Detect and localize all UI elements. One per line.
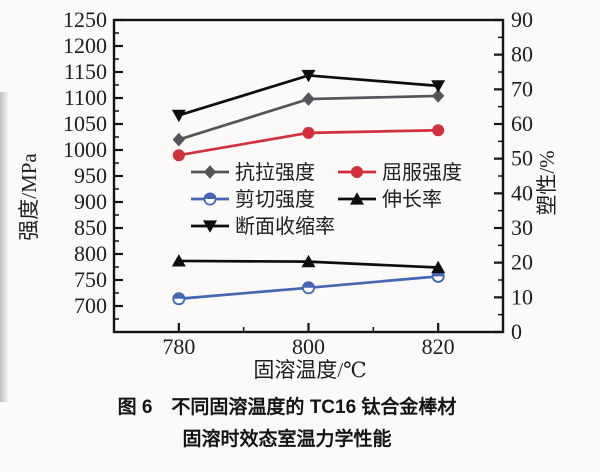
data-point-marker (302, 126, 315, 139)
figure-caption: 图 6 不同固溶温度的 TC16 钛合金棒材 固溶时效态室温力学性能 (0, 392, 600, 456)
legend-marker (203, 165, 217, 179)
legend-item: 抗拉强度 (191, 161, 315, 184)
right-tick-label: 50 (511, 146, 533, 171)
right-tick-label: 10 (511, 284, 533, 309)
series-3 (172, 269, 445, 306)
legend-item: 屈服强度 (338, 161, 462, 184)
data-point-marker (302, 282, 315, 288)
data-point-marker (172, 132, 186, 147)
right-tick-label: 90 (511, 7, 533, 32)
left-tick-label: 950 (74, 163, 107, 188)
data-point-marker (171, 254, 186, 267)
left-tick-label: 1100 (64, 85, 107, 110)
left-tick-label: 1050 (63, 111, 107, 136)
x-axis: 780 800 820 固溶温度/℃ (162, 323, 455, 382)
left-tick-label: 1000 (63, 137, 107, 162)
x-tick-label: 800 (292, 334, 325, 359)
right-tick-label: 40 (511, 180, 533, 205)
right-tick-label: 20 (511, 250, 533, 275)
legend-item: 伸长率 (338, 188, 442, 211)
data-point-marker (173, 293, 185, 299)
legend-marker (351, 166, 363, 178)
legend-label: 抗拉强度 (235, 161, 315, 184)
left-tick-label: 750 (74, 267, 107, 292)
data-point-marker (431, 260, 446, 274)
data-point-marker (172, 149, 185, 162)
right-tick-label: 60 (511, 111, 533, 136)
left-tick-label: 900 (74, 189, 107, 214)
left-axis-title: 强度/MPa (17, 153, 41, 241)
right-axis: 0 10 20 30 40 50 60 70 80 90 塑性/% (494, 7, 559, 344)
right-axis-title: 塑性/% (535, 150, 559, 215)
x-axis-title: 固溶温度/℃ (253, 358, 366, 382)
data-point-marker (431, 80, 446, 93)
legend-item: 断面收缩率 (191, 215, 335, 238)
left-tick-label: 800 (74, 241, 107, 266)
x-tick-label: 820 (422, 334, 455, 359)
legend-label: 屈服强度 (382, 161, 462, 184)
right-tick-label: 0 (511, 319, 522, 344)
data-point-marker (301, 69, 316, 83)
series-2 (172, 124, 445, 162)
left-tick-label: 1150 (64, 59, 107, 84)
figure-caption-line1: 图 6 不同固溶温度的 TC16 钛合金棒材 (117, 397, 457, 418)
line-chart: 7007508008509009501000105011001150120012… (17, 7, 559, 382)
data-point-marker (301, 254, 316, 268)
legend-item: 剪切强度 (191, 188, 315, 211)
figure-caption-line2: 固溶时效态室温力学性能 (182, 429, 392, 450)
x-tick-label: 780 (162, 334, 195, 359)
data-point-marker (431, 89, 445, 103)
legend-marker (203, 220, 217, 233)
series-5 (171, 69, 446, 123)
right-tick-label: 80 (511, 42, 533, 67)
right-tick-label: 70 (511, 76, 533, 101)
series-1 (172, 89, 445, 147)
series-4 (171, 254, 446, 274)
legend-label: 剪切强度 (235, 188, 315, 211)
left-tick-label: 850 (74, 215, 107, 240)
plot-border (112, 18, 505, 334)
legend-label: 伸长率 (382, 188, 442, 211)
data-point-marker (432, 124, 445, 137)
data-point-marker (171, 109, 186, 123)
right-tick-label: 30 (511, 215, 533, 240)
legend-marker (350, 192, 364, 205)
left-tick-label: 1250 (63, 7, 107, 32)
left-tick-label: 1200 (63, 33, 107, 58)
data-point-marker (302, 92, 315, 106)
left-axis: 7007508008509009501000105011001150120012… (17, 7, 123, 320)
legend-marker (204, 193, 216, 199)
left-tick-label: 700 (74, 293, 107, 318)
legend-label: 断面收缩率 (235, 215, 335, 238)
